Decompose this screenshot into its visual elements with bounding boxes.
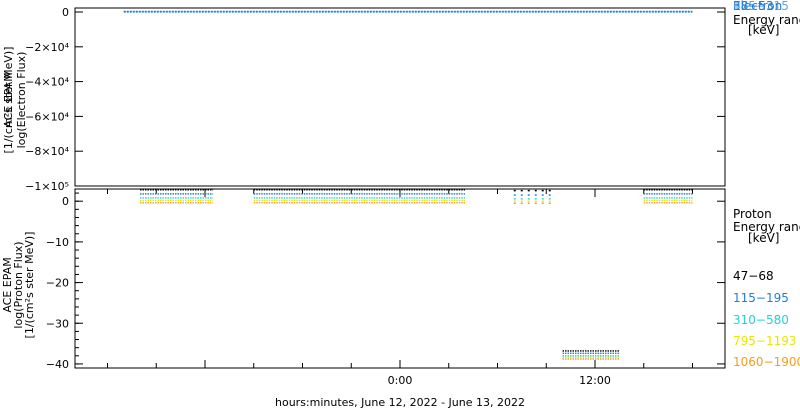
electron-legend-channel-1: 38−53 bbox=[733, 0, 774, 13]
proton-ylabel-line-2: log(Proton Flux) bbox=[12, 241, 25, 328]
electron-panel: 0 −2×10⁴ −4×10⁴ −6×10⁴ −8×10⁴ −1×10⁵ ACE EPAM… bbox=[2, 6, 726, 193]
proton-legend-channel-2: 115−195 bbox=[733, 291, 789, 305]
proton-legend: Proton Energy range [keV] 47−68 115−195 … bbox=[733, 207, 800, 369]
proton-panel: 0 −10 −20 −30 −40 0:00 12:00 ACE EPAM log(Pro… bbox=[1, 188, 726, 387]
x-axis-label: hours:minutes, June 12, 2022 - June 13, … bbox=[275, 396, 525, 409]
proton-legend-title: Proton bbox=[733, 207, 772, 221]
electron-legend-title: Electron bbox=[733, 0, 782, 13]
proton-data bbox=[140, 189, 693, 360]
proton-legend-energy: Energy range bbox=[733, 220, 800, 234]
proton-x-tick-label: 12:00 bbox=[579, 374, 611, 387]
proton-legend-unit: [keV] bbox=[748, 231, 779, 245]
electron-ylabel-line-3: [1/(cm²s ster MeV)] bbox=[2, 47, 15, 154]
electron-y-tick-label: 0 bbox=[62, 6, 69, 19]
electron-data bbox=[123, 10, 693, 13]
proton-y-tick-label: −40 bbox=[46, 358, 69, 371]
proton-y-tick-label: 0 bbox=[62, 195, 69, 208]
electron-legend: 38−53 Electron 175−315 Energy range [keV… bbox=[733, 0, 800, 37]
electron-y-tick-label: −6×10⁴ bbox=[25, 110, 69, 123]
proton-y-axis: 0 −10 −20 −30 −40 bbox=[46, 192, 725, 371]
electron-legend-unit: [keV] bbox=[748, 23, 779, 37]
proton-ylabel-line-3: [1/(cm²s ster MeV)] bbox=[23, 232, 36, 339]
electron-ylabel-line-1: ACE EPAM bbox=[2, 72, 15, 127]
proton-legend-channel-1: 47−68 bbox=[733, 269, 774, 283]
electron-ylabel: ACE EPAM bbox=[2, 72, 15, 127]
electron-legend-channel-2: 175−315 bbox=[733, 0, 789, 13]
electron-y-tick-label: −2×10⁴ bbox=[25, 41, 69, 54]
electron-ylabel-line-2: log(Electron Flux) bbox=[15, 52, 28, 149]
proton-x-tick-label: 0:00 bbox=[388, 374, 413, 387]
proton-ylabel-line-1: ACE EPAM bbox=[1, 257, 14, 312]
proton-y-tick-label: −30 bbox=[46, 317, 69, 330]
proton-plot-frame bbox=[74, 188, 726, 369]
electron-y-tick-label: −4×10⁴ bbox=[25, 76, 69, 89]
proton-legend-channel-5: 1060−1900 bbox=[733, 355, 800, 369]
electron-y-tick-label: −1×10⁵ bbox=[25, 180, 69, 193]
electron-y-axis: 0 −2×10⁴ −4×10⁴ −6×10⁴ −8×10⁴ −1×10⁵ bbox=[25, 6, 725, 193]
proton-legend-channel-3: 310−580 bbox=[733, 313, 789, 327]
proton-y-tick-label: −10 bbox=[46, 236, 69, 249]
proton-legend-channel-4: 795−1193 bbox=[733, 334, 797, 348]
electron-y-tick-label: −8×10⁴ bbox=[25, 145, 69, 158]
electron-legend-energy: Energy range bbox=[733, 13, 800, 27]
electron-plot-frame bbox=[74, 7, 726, 187]
proton-y-tick-label: −20 bbox=[46, 277, 69, 290]
proton-x-axis: 0:00 12:00 bbox=[107, 189, 693, 387]
